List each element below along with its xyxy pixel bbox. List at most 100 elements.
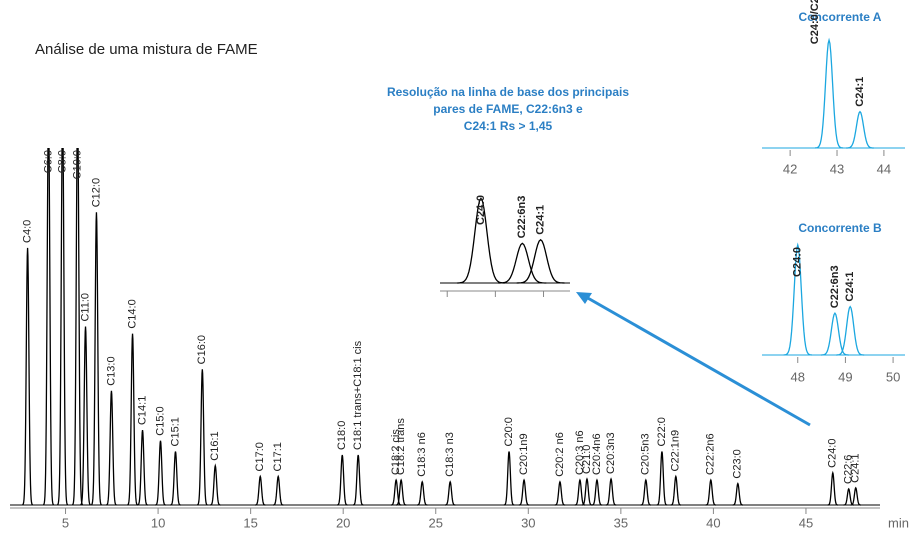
peak: [836, 305, 865, 356]
peak: [640, 478, 652, 506]
peak-label: C24:1: [850, 454, 862, 483]
peak: [815, 37, 844, 149]
peak-label: C18:0: [336, 421, 348, 450]
peak-label: C10:0: [71, 150, 83, 179]
peak: [42, 148, 55, 506]
peak-label: C20:4n6: [591, 433, 603, 475]
peak: [210, 463, 221, 506]
peak: [670, 474, 682, 506]
peak-label: C17:0: [254, 442, 266, 471]
peak-label: C24:0/C22:6n3: [809, 0, 821, 44]
peak-label: C18:3 n6: [416, 432, 428, 477]
peak-label: C24:0: [827, 439, 839, 468]
peak-label: C24:0: [475, 195, 487, 225]
peak: [503, 451, 515, 506]
peak: [605, 477, 617, 506]
arrow-head: [576, 292, 592, 304]
peak: [516, 238, 565, 284]
peak-label: C24:1: [844, 272, 856, 302]
peak-label: C22:0: [656, 417, 668, 446]
peak: [127, 333, 138, 506]
peak-label: C23:0: [732, 449, 744, 478]
peak: [255, 474, 266, 506]
plot-area: [762, 37, 905, 149]
peak-label: C16:0: [196, 335, 208, 364]
plot-area: [10, 148, 880, 506]
peak: [196, 369, 208, 506]
peak: [80, 326, 91, 506]
peak: [272, 474, 284, 506]
peak-label: C21:0: [581, 445, 593, 474]
peak-label: C13:0: [105, 356, 117, 385]
peak-label: C12:0: [90, 178, 102, 207]
peak: [498, 242, 547, 284]
x-tick-label: 30: [521, 515, 535, 530]
peak: [90, 212, 102, 506]
peak: [22, 247, 34, 506]
peak: [352, 454, 364, 506]
peak-label: C22:2n6: [705, 433, 717, 475]
arrow: [585, 295, 811, 427]
x-tick-label: 25: [429, 515, 443, 530]
peak-label: C20:3n3: [605, 432, 617, 474]
peak-label: C15:0: [154, 406, 166, 435]
x-tick-label: 40: [706, 515, 720, 530]
peak: [155, 440, 166, 506]
peak: [845, 110, 875, 149]
peak-label: C20:0: [503, 417, 515, 446]
peak-label: C18:3 n3: [444, 432, 456, 477]
peak: [783, 242, 812, 356]
peak: [170, 451, 181, 506]
annotation: pares de FAME, C22:6n3 e: [433, 102, 583, 116]
x-tick-label: 15: [243, 515, 257, 530]
peak: [106, 390, 117, 506]
peak-label: C22:1n9: [670, 430, 682, 472]
peak-label: C11:0: [79, 293, 91, 322]
peak: [827, 470, 839, 506]
peak: [337, 454, 348, 506]
peak: [656, 451, 668, 506]
peak-label: C18:2 trans: [395, 418, 407, 475]
peak-label: C24:0: [792, 247, 804, 277]
peak-label: C22:6: [843, 455, 855, 484]
peak-label: C22:6n3: [516, 196, 528, 239]
annotation: C24:1 Rs > 1,45: [464, 119, 553, 133]
peak: [843, 487, 854, 506]
peak-label: C20:2 n6: [554, 432, 566, 477]
peak: [574, 478, 586, 506]
peak-label: C24:1: [535, 205, 547, 235]
chart-title: Análise de uma mistura de FAME: [35, 41, 258, 58]
peak: [554, 480, 566, 506]
x-tick-label: 45: [799, 515, 813, 530]
peak-label: C18:1 trans+C18:1 cis: [352, 340, 364, 450]
peak: [137, 429, 148, 506]
x-axis-label: min: [888, 515, 909, 530]
peak: [518, 478, 530, 506]
peak: [417, 480, 428, 506]
x-tick-label: 50: [886, 369, 900, 384]
peak-label: C20:3 n6: [574, 430, 586, 475]
peak: [71, 148, 84, 506]
peak: [57, 148, 69, 506]
x-tick-label: 49: [838, 369, 852, 384]
annotation: Resolução na linha de base dos principai…: [387, 85, 629, 99]
inset-title: Concorrente B: [798, 221, 882, 235]
peak: [705, 478, 717, 506]
peak: [850, 486, 861, 506]
peak-label: C16:1: [209, 431, 221, 460]
peak-label: C14:1: [136, 396, 148, 425]
x-tick-label: 10: [151, 515, 165, 530]
peak: [456, 197, 505, 284]
peak: [732, 482, 744, 506]
peak-label: C14:0: [126, 299, 138, 328]
peak: [395, 478, 407, 506]
peak-label: C20:1n9: [518, 433, 530, 475]
x-tick-label: 35: [614, 515, 628, 530]
peak: [820, 312, 849, 356]
x-tick-label: 20: [336, 515, 350, 530]
plot-area: [762, 242, 905, 356]
x-tick-label: 48: [791, 369, 805, 384]
peak-label: C18:2 cis: [390, 429, 402, 475]
plot-area: [440, 197, 570, 284]
